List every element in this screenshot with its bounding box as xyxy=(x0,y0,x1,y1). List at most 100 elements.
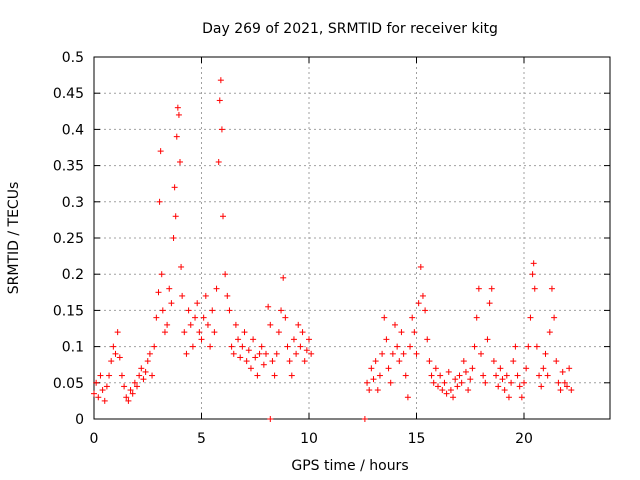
data-point xyxy=(224,292,231,299)
y-tick-label: 0.45 xyxy=(53,86,84,102)
data-point xyxy=(400,350,407,357)
data-point xyxy=(443,390,450,397)
data-point xyxy=(243,358,250,365)
data-point xyxy=(521,379,527,386)
data-point xyxy=(424,336,431,343)
data-point xyxy=(284,343,291,350)
data-point xyxy=(411,329,418,336)
data-point xyxy=(93,379,100,386)
data-point xyxy=(364,379,371,386)
data-point xyxy=(389,350,396,357)
data-point xyxy=(121,383,128,390)
data-point xyxy=(402,372,409,379)
data-point xyxy=(469,365,476,372)
data-point xyxy=(101,397,108,404)
data-point xyxy=(473,314,480,321)
data-point xyxy=(207,343,214,350)
data-point xyxy=(286,358,293,365)
data-point xyxy=(131,379,138,386)
data-point xyxy=(183,350,190,357)
data-point xyxy=(409,314,416,321)
data-point xyxy=(290,336,297,343)
x-axis-label: GPS time / hours xyxy=(291,458,408,474)
data-point xyxy=(544,372,551,379)
data-point xyxy=(118,372,125,379)
data-point xyxy=(177,158,183,165)
data-point xyxy=(536,372,543,379)
data-point xyxy=(297,343,304,350)
data-point xyxy=(460,358,467,365)
data-point xyxy=(149,372,156,379)
y-tick-label: 0.3 xyxy=(62,195,84,211)
data-point xyxy=(392,321,398,328)
data-point xyxy=(174,104,181,111)
data-point xyxy=(306,336,312,343)
y-tick-label: 0.25 xyxy=(53,231,84,247)
data-point xyxy=(161,329,168,336)
data-point xyxy=(426,358,433,365)
data-point xyxy=(136,372,143,379)
data-point xyxy=(454,383,461,390)
data-point xyxy=(546,329,553,336)
x-tick-label: 5 xyxy=(197,431,206,447)
data-point xyxy=(168,300,175,307)
data-point xyxy=(97,372,104,379)
data-point xyxy=(484,336,491,343)
data-point xyxy=(538,383,545,390)
data-point xyxy=(254,372,261,379)
data-point xyxy=(295,321,302,328)
data-point xyxy=(196,329,203,336)
data-point xyxy=(555,379,562,386)
data-point xyxy=(189,343,196,350)
data-point xyxy=(458,379,465,386)
data-point xyxy=(564,383,570,390)
data-point xyxy=(282,314,289,321)
data-point xyxy=(91,390,97,397)
data-point xyxy=(387,379,394,386)
data-point xyxy=(172,213,179,220)
data-point xyxy=(204,321,211,328)
data-point xyxy=(267,321,274,328)
data-point xyxy=(127,387,134,394)
data-point xyxy=(301,358,308,365)
data-point xyxy=(374,387,381,394)
data-point xyxy=(530,260,537,267)
data-point xyxy=(156,198,163,205)
data-point xyxy=(385,365,392,372)
grid-layer xyxy=(94,57,610,419)
data-point xyxy=(503,372,510,379)
data-point xyxy=(166,285,173,292)
data-point xyxy=(146,350,153,357)
data-point xyxy=(508,379,515,386)
y-tick-label: 0.2 xyxy=(62,267,84,283)
data-point xyxy=(108,358,115,365)
data-point xyxy=(516,383,523,390)
data-point xyxy=(490,358,497,365)
data-point xyxy=(542,350,549,357)
data-point xyxy=(273,350,280,357)
data-point xyxy=(372,358,379,365)
data-point xyxy=(106,372,113,379)
data-point xyxy=(559,368,566,375)
data-point xyxy=(404,394,411,401)
data-point xyxy=(171,184,178,191)
data-point xyxy=(422,307,429,314)
data-point xyxy=(134,383,140,390)
data-point xyxy=(198,336,205,343)
data-point xyxy=(471,343,478,350)
y-tick-label: 0.35 xyxy=(53,159,84,175)
data-point xyxy=(116,354,123,361)
x-tick-labels: 0 5 10 15 20 xyxy=(90,431,533,447)
data-point xyxy=(140,376,147,383)
data-point xyxy=(194,300,201,307)
data-point xyxy=(158,271,165,278)
data-point xyxy=(398,329,405,336)
data-point xyxy=(267,416,274,422)
data-point xyxy=(142,368,149,375)
data-point xyxy=(123,394,130,401)
data-point xyxy=(232,321,239,328)
data-point xyxy=(529,271,536,278)
data-point xyxy=(540,365,547,372)
data-point xyxy=(428,372,435,379)
data-point xyxy=(228,343,235,350)
